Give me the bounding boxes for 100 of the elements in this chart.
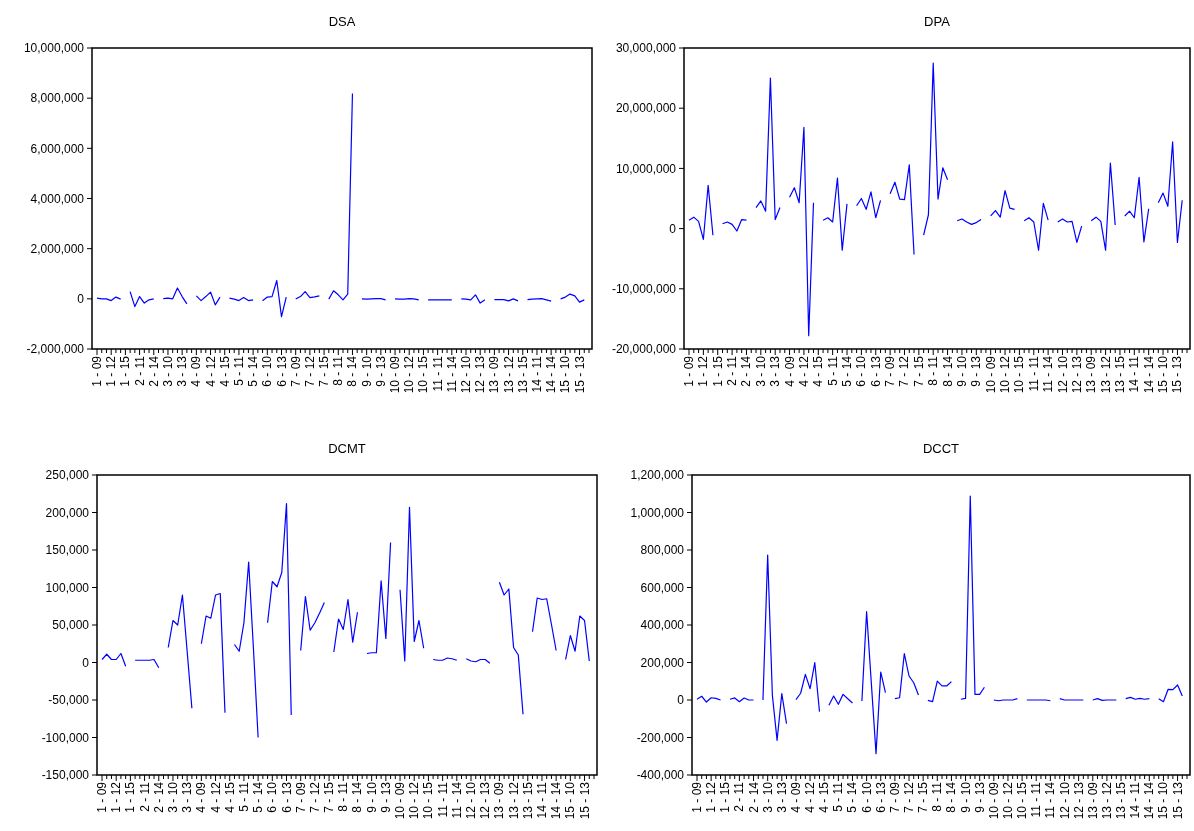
chart-title: DSA — [328, 14, 356, 29]
x-tick-label: 7 - 09 — [288, 355, 303, 387]
x-tick-label: 1 - 09 — [690, 781, 704, 813]
x-tick-label: 15 - 13 — [1170, 781, 1185, 820]
x-tick-label: 2 - 14 — [746, 781, 761, 813]
x-tick-label: 3 - 10 — [160, 355, 175, 387]
y-tick-label: 150,000 — [45, 543, 90, 558]
y-tick-label: 1,000,000 — [630, 505, 685, 520]
x-tick-label: 14 - 11 — [529, 355, 544, 393]
x-tick-label: 12 - 13 — [478, 781, 493, 820]
y-tick-label: -2,000,000 — [26, 342, 85, 357]
x-tick-label: 12 - 10 — [459, 355, 473, 394]
y-tick-label: -200,000 — [636, 730, 685, 745]
y-tick-label: 200,000 — [45, 505, 90, 520]
x-tick-label: 11 - 11 — [1029, 781, 1044, 818]
y-tick-label: 0 — [669, 221, 677, 236]
x-tick-label: 5 - 11 — [236, 781, 251, 812]
x-tick-label: 15 - 10 — [1156, 355, 1171, 394]
x-tick-label: 7 - 15 — [916, 781, 931, 813]
x-tick-label: 4 - 15 — [222, 781, 237, 813]
y-tick-label: 1,200,000 — [630, 468, 685, 483]
x-tick-label: 11 - 14 — [1041, 355, 1056, 393]
x-tick-label: 13 - 15 — [520, 781, 535, 820]
x-tick-label: 9 - 10 — [359, 355, 374, 387]
x-tick-label: 5 - 14 — [246, 355, 261, 387]
x-tick-label: 9 - 13 — [969, 355, 984, 387]
x-tick-label: 3 - 10 — [753, 355, 768, 387]
x-tick-label: 12 - 10 — [464, 781, 478, 820]
x-tick-label: 9 - 13 — [373, 355, 388, 387]
x-tick-label: 3 - 10 — [760, 781, 775, 813]
x-tick-label: 8 - 11 — [926, 355, 941, 386]
x-tick-label: 13 - 12 — [501, 355, 516, 394]
x-tick-label: 7 - 09 — [883, 355, 898, 387]
y-tick-label: 2,000,000 — [30, 241, 85, 256]
y-tick-label: 0 — [677, 693, 685, 708]
x-tick-label: 12 - 13 — [1069, 355, 1084, 394]
x-tick-label: 12 - 13 — [1071, 781, 1086, 820]
x-tick-label: 4 - 15 — [217, 355, 232, 387]
x-tick-label: 10 - 12 — [407, 781, 422, 820]
x-tick-label: 8 - 14 — [345, 355, 360, 387]
x-tick-label: 10 - 12 — [998, 355, 1013, 394]
x-tick-label: 6 - 13 — [873, 781, 888, 813]
x-tick-label: 6 - 10 — [265, 781, 280, 813]
x-tick-label: 10 - 09 — [393, 781, 408, 820]
x-tick-label: 5 - 11 — [231, 355, 246, 386]
x-tick-label: 4 - 15 — [817, 781, 832, 813]
x-tick-label: 9 - 10 — [958, 781, 973, 813]
x-tick-label: 11 - 11 — [430, 355, 445, 392]
x-tick-label: 6 - 10 — [260, 355, 275, 387]
x-tick-label: 3 - 13 — [768, 355, 783, 387]
x-tick-label: 1 - 09 — [95, 781, 109, 813]
x-tick-label: 10 - 15 — [421, 781, 436, 820]
x-tick-label: 13 - 09 — [1085, 781, 1100, 820]
chart-title: DCCT — [922, 441, 960, 456]
x-tick-label: 3 - 13 — [175, 355, 190, 387]
y-tick-label: 250,000 — [45, 468, 90, 483]
x-tick-label: 11 - 14 — [444, 355, 459, 393]
x-tick-label: 8 - 11 — [331, 355, 346, 386]
x-tick-label: 14 - 11 — [1127, 355, 1142, 393]
x-tick-label: 12 - 13 — [473, 355, 488, 394]
y-tick-label: 4,000,000 — [30, 191, 85, 206]
x-tick-label: 4 - 12 — [803, 781, 818, 813]
y-tick-label: 600,000 — [640, 580, 685, 595]
chart-title: DPA — [924, 14, 951, 29]
y-tick-label: 0 — [82, 655, 90, 670]
x-tick-label: 10 - 09 — [983, 355, 998, 394]
x-tick-label: 3 - 10 — [165, 781, 180, 813]
x-tick-label: 7 - 09 — [887, 781, 902, 813]
x-tick-label: 14 - 14 — [1141, 355, 1156, 394]
x-tick-label: 8 - 14 — [944, 781, 959, 813]
x-tick-label: 13 - 12 — [506, 781, 521, 820]
x-tick-label: 9 - 10 — [954, 355, 969, 387]
y-tick-label: 30,000,000 — [615, 41, 677, 56]
x-tick-label: 13 - 15 — [1114, 781, 1129, 820]
x-tick-label: 4 - 09 — [189, 355, 204, 387]
x-tick-label: 14 - 14 — [544, 355, 559, 394]
x-tick-label: 15 - 13 — [1170, 355, 1185, 394]
x-tick-label: 1 - 15 — [710, 355, 725, 387]
x-tick-label: 9 - 13 — [378, 781, 393, 813]
x-tick-label: 10 - 15 — [1015, 781, 1030, 820]
x-tick-label: 4 - 09 — [782, 355, 797, 387]
x-tick-label: 1 - 15 — [718, 781, 733, 813]
y-tick-label: -150,000 — [41, 768, 90, 783]
x-tick-label: 13 - 09 — [492, 781, 507, 820]
y-tick-label: -400,000 — [636, 768, 685, 783]
y-tick-label: 10,000,000 — [23, 41, 85, 56]
x-tick-label: 13 - 09 — [487, 355, 502, 394]
x-tick-label: 7 - 12 — [902, 781, 917, 813]
y-tick-label: -20,000,000 — [611, 342, 677, 357]
x-tick-label: 9 - 13 — [972, 781, 987, 813]
x-tick-label: 13 - 12 — [1099, 781, 1114, 820]
x-tick-label: 1 - 12 — [696, 355, 711, 387]
x-tick-label: 6 - 10 — [859, 781, 874, 813]
x-tick-label: 11 - 11 — [1026, 355, 1041, 392]
x-tick-label: 4 - 09 — [194, 781, 209, 813]
x-tick-label: 15 - 10 — [1156, 781, 1171, 820]
y-tick-label: -100,000 — [41, 730, 90, 745]
x-tick-label: 13 - 12 — [1098, 355, 1113, 394]
x-tick-label: 13 - 15 — [515, 355, 530, 394]
x-tick-label: 5 - 14 — [840, 355, 855, 387]
